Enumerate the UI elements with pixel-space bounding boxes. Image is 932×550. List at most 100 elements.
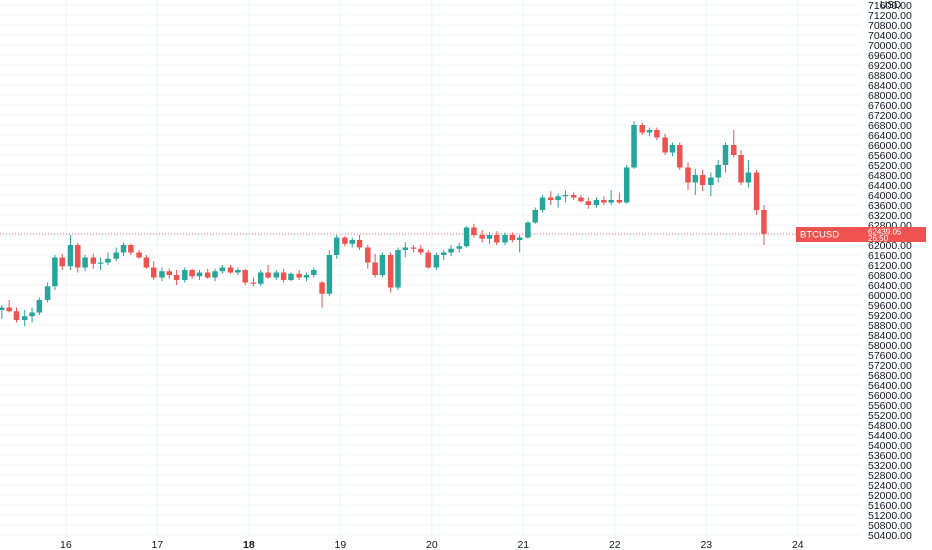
candle[interactable] [463, 226, 470, 248]
candle[interactable] [143, 255, 150, 269]
candle[interactable] [296, 270, 302, 280]
candle[interactable] [662, 133, 668, 155]
candle[interactable] [623, 165, 630, 204]
candle[interactable] [410, 245, 417, 253]
candle[interactable] [425, 250, 431, 269]
candle[interactable] [471, 223, 477, 238]
candle[interactable] [136, 250, 142, 259]
candle[interactable] [227, 265, 234, 274]
candle[interactable] [52, 255, 58, 290]
candle[interactable] [159, 267, 165, 282]
candle[interactable] [578, 195, 584, 203]
candle[interactable] [75, 242, 81, 273]
candle[interactable] [356, 235, 363, 250]
candle[interactable] [319, 281, 325, 308]
candle[interactable] [631, 121, 637, 169]
candle[interactable] [0, 305, 5, 319]
candle[interactable] [646, 127, 653, 137]
candle[interactable] [502, 232, 508, 246]
candle[interactable] [13, 307, 20, 323]
candle[interactable] [387, 252, 394, 293]
candle[interactable] [448, 245, 454, 257]
candle[interactable] [608, 190, 614, 205]
candle[interactable] [715, 160, 721, 183]
candle[interactable] [342, 236, 348, 247]
candle[interactable] [509, 232, 516, 243]
candle[interactable] [82, 255, 88, 272]
candle[interactable] [189, 268, 195, 279]
candle[interactable] [166, 268, 172, 279]
candle[interactable] [548, 191, 554, 205]
candle[interactable] [44, 282, 51, 303]
candle[interactable] [731, 130, 737, 158]
candle[interactable] [433, 252, 440, 271]
candle[interactable] [532, 207, 538, 224]
candle[interactable] [204, 268, 211, 279]
candle[interactable] [212, 268, 218, 282]
candle[interactable] [105, 252, 111, 266]
candle[interactable] [372, 253, 378, 278]
candle[interactable] [516, 235, 523, 253]
candle[interactable] [90, 253, 97, 269]
candle[interactable] [685, 162, 691, 191]
candle[interactable] [120, 242, 127, 257]
candle[interactable] [150, 261, 157, 280]
candle[interactable] [258, 270, 264, 287]
candle[interactable] [97, 257, 104, 271]
candle[interactable] [303, 272, 310, 282]
candle[interactable] [173, 270, 180, 285]
candle[interactable] [418, 245, 424, 255]
candle[interactable] [29, 307, 35, 323]
candle[interactable] [326, 250, 333, 297]
candle[interactable] [593, 197, 600, 208]
candle[interactable] [365, 245, 371, 269]
candle[interactable] [379, 252, 386, 278]
candle[interactable] [669, 142, 676, 157]
candle[interactable] [753, 170, 760, 215]
candle[interactable] [692, 168, 699, 195]
candle[interactable] [265, 265, 271, 279]
candle[interactable] [128, 243, 134, 255]
candle[interactable] [219, 265, 226, 274]
candle[interactable] [562, 190, 569, 203]
candle[interactable] [639, 122, 645, 136]
candle[interactable] [113, 247, 119, 262]
candle[interactable] [677, 142, 683, 171]
candle[interactable] [333, 235, 340, 259]
candle[interactable] [585, 197, 592, 209]
candle[interactable] [182, 267, 188, 283]
candle[interactable] [36, 297, 43, 316]
time-axis[interactable]: 16 17 18 19 20 21 22 23 24 [60, 539, 804, 550]
candle[interactable] [738, 150, 744, 185]
candle[interactable] [761, 205, 767, 245]
candle[interactable] [699, 170, 706, 192]
candle[interactable] [570, 192, 577, 201]
candle[interactable] [525, 221, 531, 239]
candle[interactable] [59, 253, 65, 270]
candle[interactable] [555, 193, 561, 208]
candle[interactable] [67, 235, 74, 270]
candle[interactable] [402, 242, 409, 258]
candle[interactable] [708, 172, 714, 197]
candle[interactable] [539, 195, 546, 213]
candle[interactable] [349, 237, 355, 248]
candle[interactable] [456, 242, 463, 253]
candle[interactable] [395, 247, 401, 291]
candle[interactable] [280, 268, 287, 283]
candle[interactable] [494, 231, 500, 245]
candle[interactable] [479, 230, 485, 243]
candle[interactable] [288, 272, 294, 282]
candle[interactable] [250, 277, 257, 287]
candle[interactable] [601, 196, 607, 205]
candle[interactable] [722, 142, 729, 173]
candle[interactable] [311, 267, 317, 278]
candles[interactable] [0, 121, 767, 327]
candle[interactable] [616, 192, 623, 204]
candle[interactable] [486, 232, 493, 244]
candle[interactable] [242, 268, 248, 285]
candle[interactable] [440, 250, 447, 260]
candle[interactable] [21, 310, 28, 327]
candle[interactable] [273, 270, 280, 280]
candle[interactable] [235, 267, 241, 276]
